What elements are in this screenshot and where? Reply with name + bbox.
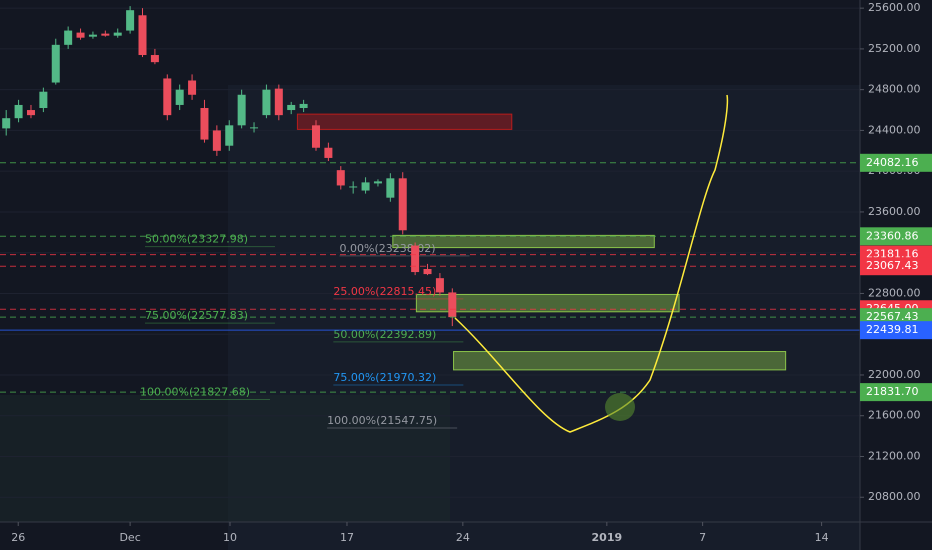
y-tick-label: 25600.00	[868, 1, 921, 14]
candle-body	[398, 178, 407, 231]
fib-label: 0.00%(23238.02)	[340, 242, 436, 255]
x-tick-label: Dec	[119, 531, 140, 544]
candle-body	[101, 33, 110, 36]
candle-body	[237, 94, 246, 126]
candle-body	[386, 178, 395, 198]
y-tick-label: 21200.00	[868, 449, 921, 462]
candle-body	[188, 80, 197, 95]
fib-label: 75.00%(22577.83)	[145, 309, 248, 322]
candle-body	[76, 32, 85, 38]
candle-body	[14, 104, 23, 119]
highlight-ellipse	[605, 393, 635, 421]
x-tick-label: 14	[815, 531, 829, 544]
candle-body	[138, 15, 147, 56]
y-tick-label: 20800.00	[868, 490, 921, 503]
candle-body	[225, 125, 234, 146]
fib-label: 100.00%(21547.75)	[327, 414, 437, 427]
candle-body	[250, 127, 259, 129]
y-tick-label: 21600.00	[868, 409, 921, 422]
candle-body	[373, 181, 382, 184]
candle-body	[262, 89, 271, 116]
price-tag-label: 23067.43	[866, 259, 919, 272]
candle-body	[163, 78, 172, 116]
zone	[296, 113, 513, 130]
price-tag-label: 23360.86	[866, 229, 919, 242]
price-tag	[860, 153, 932, 172]
candle-body	[126, 10, 135, 31]
candle-body	[349, 186, 358, 188]
fib-label: 50.00%(22392.89)	[333, 328, 436, 341]
candle-body	[200, 108, 209, 140]
price-tag	[860, 383, 932, 402]
price-tag-label: 21831.70	[866, 385, 919, 398]
x-tick-label: 7	[699, 531, 706, 544]
candle-body	[51, 44, 60, 83]
candle-body	[299, 103, 308, 109]
zone	[453, 351, 787, 371]
fib-label: 25.00%(22815.45)	[333, 285, 436, 298]
price-tag-label: 24082.16	[866, 156, 919, 169]
projection-curve	[454, 94, 729, 433]
candle-body	[39, 91, 48, 109]
price-tag	[860, 227, 932, 246]
y-tick-label: 23600.00	[868, 205, 921, 218]
candle-body	[274, 88, 283, 116]
candle-body	[150, 55, 159, 63]
y-tick-label: 25200.00	[868, 42, 921, 55]
fib-label: 50.00%(23327.98)	[145, 233, 248, 246]
x-tick-label: 10	[223, 531, 237, 544]
x-tick-label: 2019	[592, 531, 623, 544]
candle-body	[423, 269, 432, 275]
x-tick-label: 24	[456, 531, 470, 544]
price-tag-label: 22439.81	[866, 323, 919, 336]
x-tick-label: 26	[11, 531, 25, 544]
candle-body	[361, 182, 370, 191]
y-tick-label: 22000.00	[868, 368, 921, 381]
candle-body	[311, 125, 320, 148]
price-tag-label: 22567.43	[866, 310, 919, 323]
x-tick-label: 17	[340, 531, 354, 544]
candle-body	[435, 278, 444, 293]
candle-body	[448, 292, 457, 318]
y-tick-label: 24800.00	[868, 83, 921, 96]
candle-body	[2, 118, 11, 129]
zone	[392, 234, 655, 249]
y-tick-label: 24400.00	[868, 123, 921, 136]
price-tag	[860, 257, 932, 276]
candle-body	[88, 34, 97, 37]
fib-label: 75.00%(21970.32)	[333, 371, 436, 384]
candle-body	[212, 130, 221, 151]
candle-body	[26, 110, 35, 116]
candle-body	[64, 30, 73, 45]
candle-body	[287, 104, 296, 111]
candle-body	[324, 147, 333, 158]
y-tick-label: 22800.00	[868, 286, 921, 299]
candle-body	[175, 89, 184, 105]
candle-body	[411, 245, 420, 273]
zone	[415, 293, 680, 313]
candle-body	[113, 32, 122, 36]
price-tag	[860, 321, 932, 340]
candle-body	[336, 170, 345, 186]
